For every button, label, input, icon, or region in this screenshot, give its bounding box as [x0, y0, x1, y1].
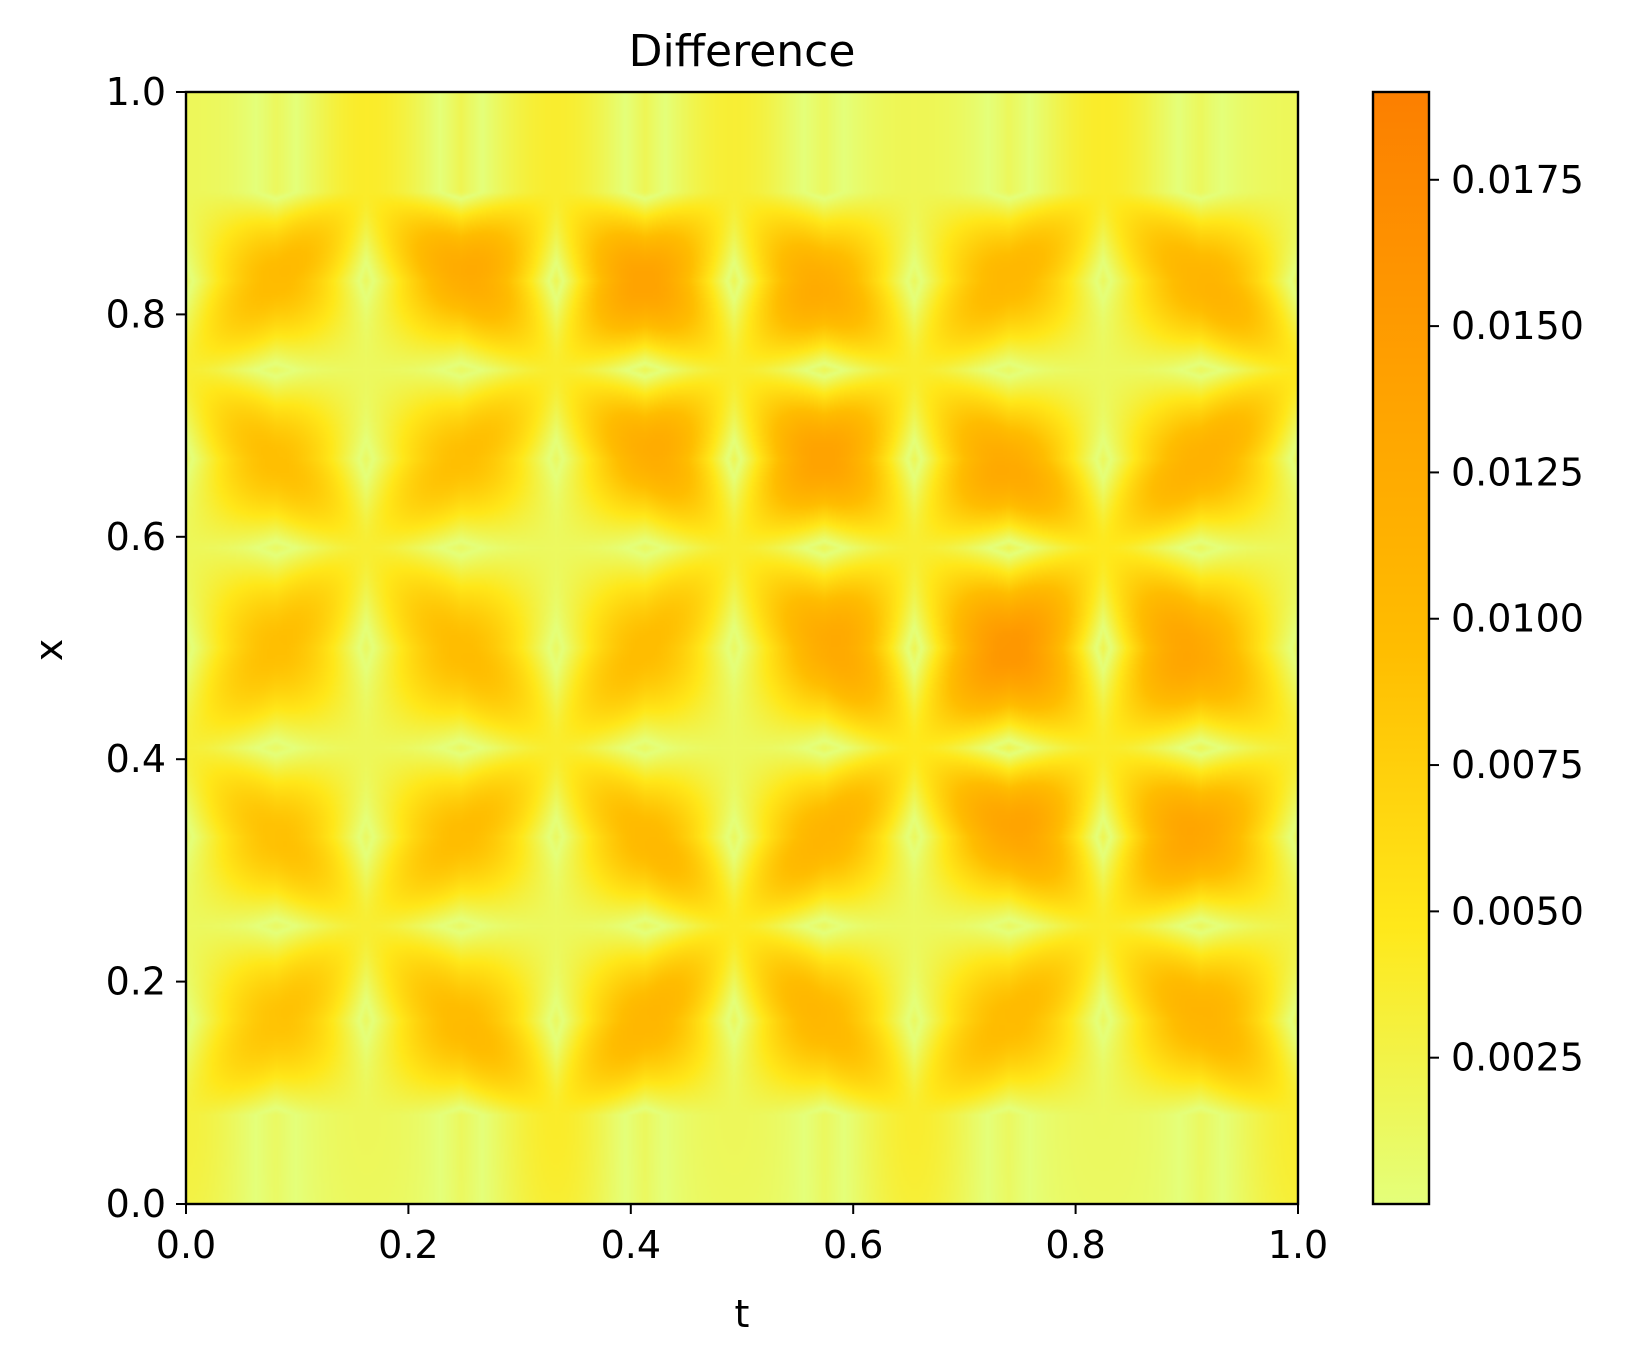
- colorbar-tick-label: 0.0150: [1451, 304, 1584, 348]
- colorbar-frame: [1371, 90, 1431, 1206]
- y-tick-label: 0.0: [106, 1182, 166, 1226]
- y-tick-label: 0.6: [106, 515, 166, 559]
- y-axis-label: x: [27, 639, 71, 662]
- x-axis-ticks: 0.0 0.2 0.4 0.6 0.8 1.0: [156, 1204, 1328, 1267]
- x-tick-label: 0.8: [1045, 1223, 1105, 1267]
- colorbar: 0.0025 0.0050 0.0075 0.0100 0.0125 0.0150 0.01…: [1371, 90, 1584, 1206]
- colorbar-tick-label: 0.0025: [1451, 1036, 1584, 1080]
- colorbar-tick-label: 0.0175: [1451, 158, 1584, 202]
- x-tick-label: 0.0: [156, 1223, 216, 1267]
- x-tick-label: 1.0: [1268, 1223, 1328, 1267]
- y-tick-label: 0.2: [106, 960, 166, 1004]
- colorbar-tick-label: 0.0100: [1451, 597, 1584, 641]
- y-tick-label: 0.8: [106, 292, 166, 336]
- colorbar-tick-label: 0.0075: [1451, 743, 1584, 787]
- y-axis-ticks: 0.0 0.2 0.4 0.6 0.8 1.0: [106, 70, 186, 1226]
- colorbar-ticks: 0.0025 0.0050 0.0075 0.0100 0.0125 0.0150 0.01…: [1429, 158, 1584, 1080]
- plot-area: [186, 92, 1298, 1204]
- x-axis-label: t: [735, 1292, 750, 1336]
- y-tick-label: 0.4: [106, 737, 166, 781]
- colorbar-tick-label: 0.0050: [1451, 889, 1584, 933]
- colorbar-tick-label: 0.0125: [1451, 450, 1584, 494]
- colorbar-fill: [1373, 92, 1429, 1204]
- heatmap-image: [186, 92, 1298, 1204]
- x-tick-label: 0.2: [378, 1223, 438, 1267]
- x-tick-label: 0.6: [823, 1223, 883, 1267]
- x-tick-label: 0.4: [601, 1223, 661, 1267]
- plot-frame: [184, 90, 1300, 1206]
- chart-title: Difference: [629, 26, 856, 77]
- y-tick-label: 1.0: [106, 70, 166, 114]
